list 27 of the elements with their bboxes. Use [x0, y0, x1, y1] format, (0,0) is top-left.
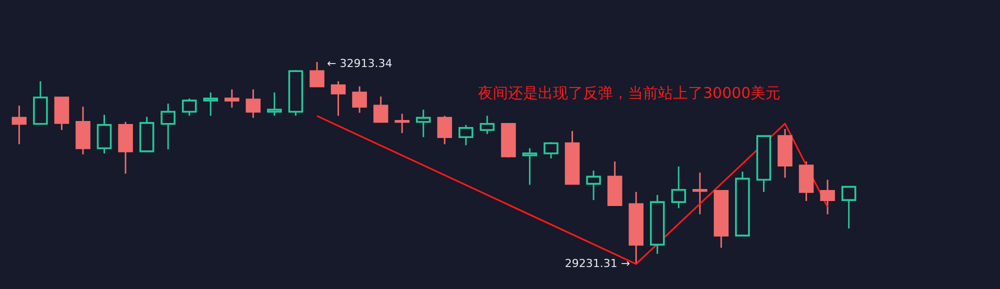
candlestick — [182, 98, 197, 117]
candlestick — [352, 86, 367, 114]
candlestick — [416, 108, 431, 138]
candlestick — [544, 141, 558, 160]
candlestick — [522, 148, 538, 186]
annotation: 29231.31 → — [564, 257, 630, 270]
candlestick — [458, 124, 474, 146]
candlestick — [246, 88, 261, 119]
candlestick — [586, 170, 601, 201]
candlestick — [203, 92, 218, 117]
candlestick — [310, 61, 324, 88]
annotation: ← 32913.34 — [326, 57, 392, 70]
candlestick — [96, 114, 112, 154]
candlestick — [480, 115, 495, 135]
candlestick — [160, 102, 176, 150]
candlestick — [394, 113, 410, 134]
candlestick — [437, 115, 452, 145]
candlestick — [330, 80, 346, 117]
candlestick — [820, 179, 835, 216]
candlestick — [841, 186, 856, 230]
annotation: 夜间还是出现了反弹，当前站上了30000美元 — [478, 84, 781, 102]
candlestick — [12, 104, 27, 145]
candlestick — [224, 88, 240, 108]
candlestick — [692, 172, 708, 216]
candlestick — [671, 166, 686, 209]
candlestick — [267, 92, 282, 117]
candlestick — [373, 96, 388, 123]
